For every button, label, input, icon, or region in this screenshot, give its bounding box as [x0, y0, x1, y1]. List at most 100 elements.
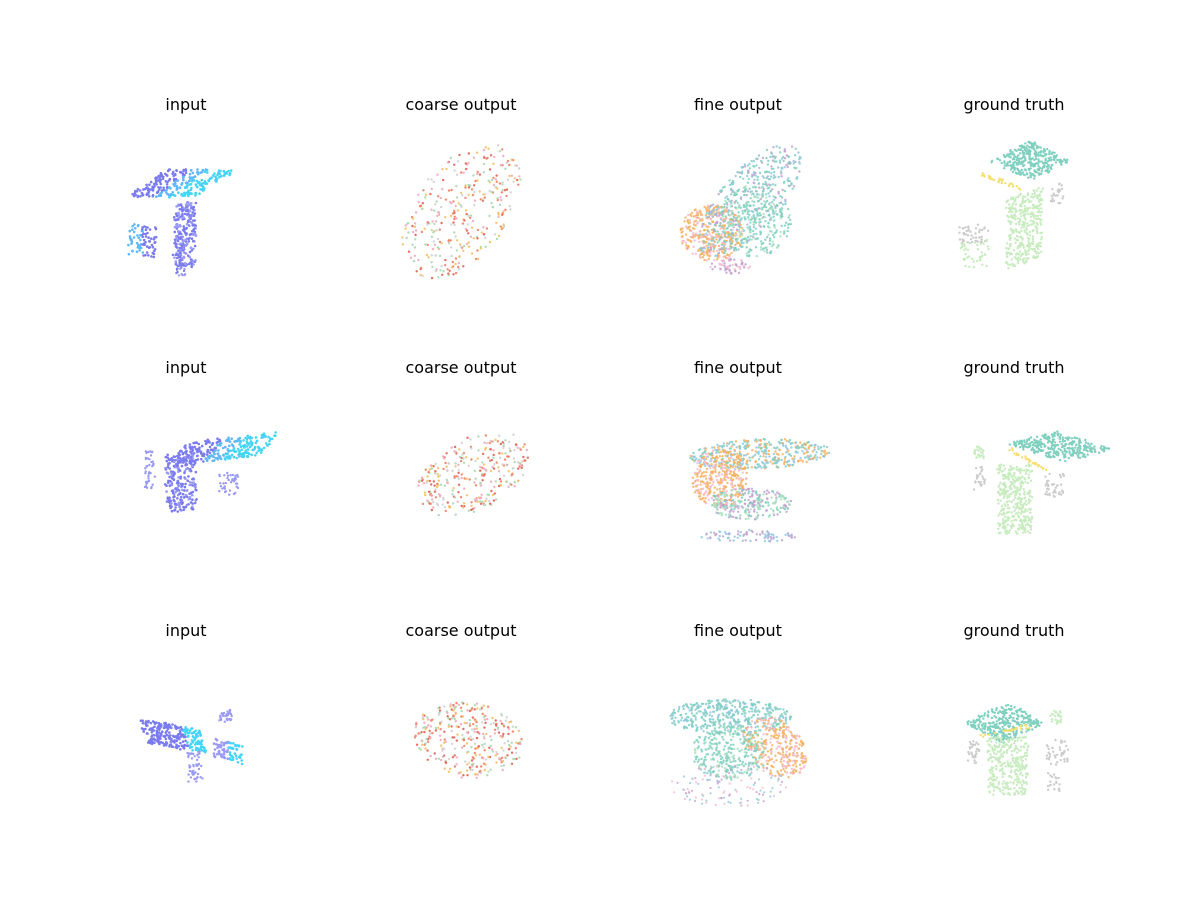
point [462, 506, 465, 509]
point [822, 455, 826, 458]
point [1039, 241, 1042, 245]
point [760, 196, 763, 199]
point [684, 241, 688, 244]
point [983, 253, 986, 256]
point [711, 220, 714, 223]
point [1039, 223, 1043, 226]
point [1011, 211, 1014, 214]
point [465, 477, 468, 481]
point [1049, 156, 1052, 159]
point [473, 481, 476, 484]
point [764, 535, 768, 538]
point [176, 486, 179, 490]
point [712, 239, 715, 242]
point [162, 175, 165, 179]
point [407, 231, 410, 234]
point [716, 241, 719, 244]
point [185, 205, 188, 209]
point [794, 160, 797, 164]
point [191, 498, 194, 501]
point [196, 171, 199, 174]
point [740, 170, 744, 173]
point [248, 452, 251, 456]
point [1035, 221, 1039, 225]
point [470, 226, 474, 229]
point [132, 236, 136, 239]
point [222, 454, 225, 457]
point [744, 454, 748, 457]
point [440, 264, 443, 268]
point [754, 174, 757, 177]
point [780, 212, 784, 216]
point [737, 222, 740, 225]
point [213, 446, 217, 450]
point [728, 255, 731, 258]
point [1000, 181, 1003, 185]
point [816, 456, 819, 459]
point [1060, 187, 1064, 190]
point [183, 495, 186, 499]
point [783, 166, 786, 169]
point [769, 175, 773, 178]
point [467, 245, 471, 248]
point [135, 241, 139, 245]
point [722, 209, 725, 212]
point [501, 183, 504, 186]
point [722, 487, 726, 490]
point [723, 231, 726, 235]
point [1024, 168, 1027, 171]
point [181, 249, 184, 252]
point [166, 192, 169, 196]
point [741, 228, 745, 231]
point [1056, 189, 1059, 192]
point [172, 464, 176, 468]
point [1077, 446, 1080, 450]
point [758, 193, 761, 196]
point [460, 205, 463, 208]
point [769, 155, 772, 159]
point [467, 509, 470, 512]
point [758, 493, 761, 497]
point [753, 508, 756, 511]
point [184, 482, 187, 486]
panel-title: ground truth [963, 95, 1065, 114]
point [175, 267, 179, 271]
panel-title: input [165, 358, 207, 377]
point [239, 440, 242, 444]
point [431, 220, 434, 223]
point [185, 449, 188, 453]
point [168, 168, 172, 171]
point [770, 172, 773, 175]
point [765, 492, 768, 496]
point [735, 446, 738, 449]
point [194, 183, 198, 186]
point [411, 230, 415, 234]
point [131, 224, 134, 228]
point [495, 180, 498, 183]
point [181, 235, 185, 238]
point [742, 488, 745, 491]
point [737, 504, 741, 508]
point [768, 208, 771, 211]
point [768, 455, 771, 458]
point [741, 471, 744, 474]
point [780, 539, 784, 542]
point [1010, 164, 1013, 167]
point [707, 243, 711, 246]
point [696, 462, 699, 465]
point [428, 468, 431, 471]
point [713, 502, 716, 505]
point [426, 243, 429, 247]
point [753, 216, 756, 219]
point [702, 240, 705, 243]
point [720, 462, 723, 466]
point [741, 172, 744, 175]
point [1027, 445, 1031, 449]
point [127, 252, 131, 256]
point [974, 232, 977, 235]
point [775, 229, 778, 232]
point [489, 154, 493, 157]
point [736, 466, 740, 469]
point [437, 276, 440, 279]
point [721, 215, 725, 218]
